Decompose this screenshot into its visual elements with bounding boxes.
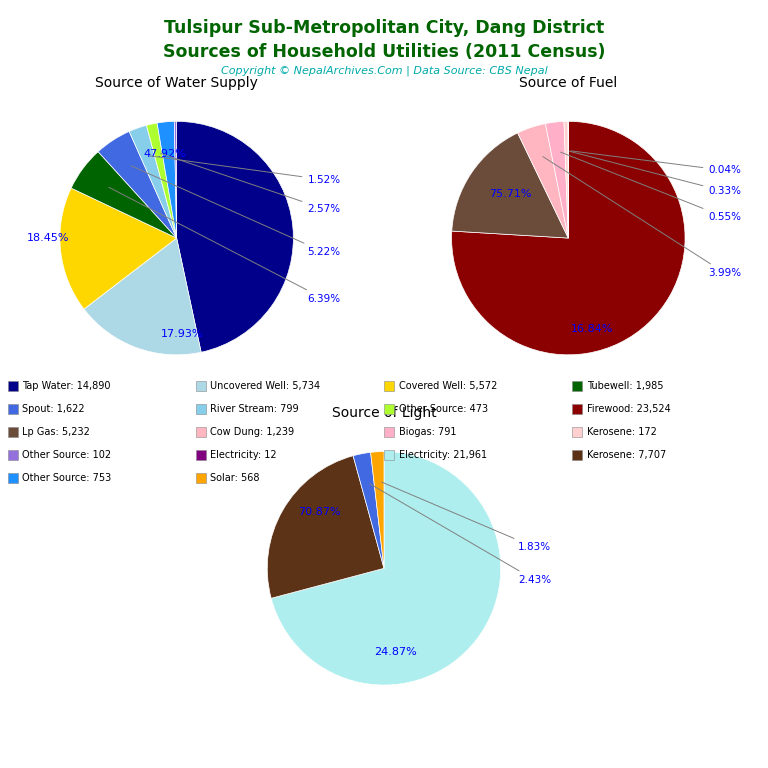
Wedge shape (564, 121, 568, 238)
Text: 2.57%: 2.57% (161, 154, 340, 214)
Title: Source of Water Supply: Source of Water Supply (95, 75, 258, 90)
Text: 18.45%: 18.45% (27, 233, 69, 243)
Wedge shape (174, 121, 177, 238)
Text: 47.92%: 47.92% (144, 149, 187, 159)
Wedge shape (147, 123, 177, 238)
Text: 0.55%: 0.55% (561, 152, 741, 222)
Text: 6.39%: 6.39% (109, 187, 340, 304)
Wedge shape (98, 131, 177, 238)
Text: Electricity: 12: Electricity: 12 (210, 449, 277, 460)
Text: Copyright © NepalArchives.Com | Data Source: CBS Nepal: Copyright © NepalArchives.Com | Data Sou… (220, 65, 548, 76)
Text: 75.71%: 75.71% (488, 189, 531, 199)
Wedge shape (267, 455, 384, 598)
Wedge shape (353, 452, 384, 568)
Text: Tap Water: 14,890: Tap Water: 14,890 (22, 380, 111, 391)
Text: 1.52%: 1.52% (151, 156, 340, 185)
Text: Kerosene: 7,707: Kerosene: 7,707 (587, 449, 666, 460)
Text: Biogas: 791: Biogas: 791 (399, 426, 456, 437)
Text: 1.83%: 1.83% (382, 482, 551, 552)
Text: 0.04%: 0.04% (571, 151, 741, 175)
Text: 24.87%: 24.87% (374, 647, 417, 657)
Wedge shape (129, 125, 177, 238)
Wedge shape (452, 133, 568, 238)
Text: Uncovered Well: 5,734: Uncovered Well: 5,734 (210, 380, 320, 391)
Wedge shape (518, 124, 568, 238)
Text: 5.22%: 5.22% (131, 166, 340, 257)
Title: Source of Light: Source of Light (332, 406, 436, 420)
Text: 17.93%: 17.93% (161, 329, 204, 339)
Wedge shape (545, 121, 568, 238)
Text: 16.84%: 16.84% (571, 324, 613, 334)
Wedge shape (371, 452, 384, 568)
Text: Solar: 568: Solar: 568 (210, 472, 260, 483)
Text: Spout: 1,622: Spout: 1,622 (22, 403, 85, 414)
Title: Source of Fuel: Source of Fuel (519, 75, 617, 90)
Text: 2.43%: 2.43% (369, 484, 551, 585)
Text: 3.99%: 3.99% (543, 157, 742, 278)
Text: Other Source: 753: Other Source: 753 (22, 472, 111, 483)
Text: Tulsipur Sub-Metropolitan City, Dang District
Sources of Household Utilities (20: Tulsipur Sub-Metropolitan City, Dang Dis… (163, 19, 605, 61)
Wedge shape (271, 452, 501, 685)
Text: 0.33%: 0.33% (569, 151, 741, 197)
Text: River Stream: 799: River Stream: 799 (210, 403, 299, 414)
Wedge shape (452, 121, 685, 355)
Wedge shape (177, 121, 293, 353)
Text: Other Source: 102: Other Source: 102 (22, 449, 111, 460)
Wedge shape (157, 121, 177, 238)
Text: Other Source: 473: Other Source: 473 (399, 403, 488, 414)
Text: Covered Well: 5,572: Covered Well: 5,572 (399, 380, 497, 391)
Wedge shape (84, 238, 201, 355)
Text: Tubewell: 1,985: Tubewell: 1,985 (587, 380, 664, 391)
Text: Lp Gas: 5,232: Lp Gas: 5,232 (22, 426, 90, 437)
Wedge shape (60, 188, 177, 309)
Text: Firewood: 23,524: Firewood: 23,524 (587, 403, 670, 414)
Wedge shape (71, 152, 177, 238)
Text: Kerosene: 172: Kerosene: 172 (587, 426, 657, 437)
Text: Cow Dung: 1,239: Cow Dung: 1,239 (210, 426, 295, 437)
Text: Electricity: 21,961: Electricity: 21,961 (399, 449, 487, 460)
Text: 70.87%: 70.87% (299, 508, 341, 518)
